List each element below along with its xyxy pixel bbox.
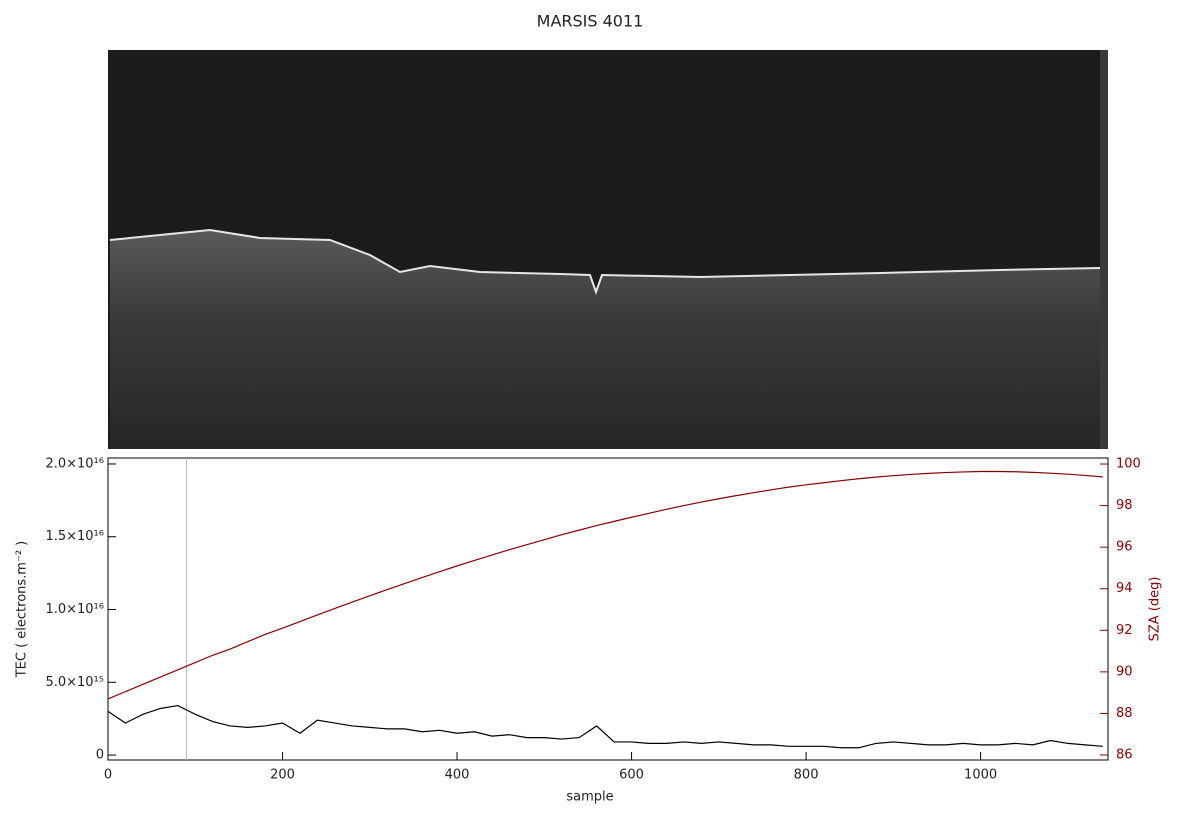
x-axis-label: sample [566,790,613,805]
y2-tick-label: 96 [1116,540,1133,555]
y2-axis-label: SZA (deg) [1148,577,1163,642]
y2-tick-label: 86 [1116,748,1133,763]
subsurface [110,230,1108,449]
plot-frame [107,457,1109,761]
y2-tick-label: 100 [1116,457,1141,472]
y-tick-label: 1.5×10¹⁶ [45,529,104,544]
data-line [107,470,1103,700]
x-tick-label: 1000 [964,768,997,783]
chart-title: MARSIS 4011 [537,12,644,31]
surface-echo [109,228,1101,296]
x-tick-label: 800 [794,768,819,783]
x-tick-label: 600 [619,768,644,783]
y-tick-label: 0 [96,748,104,763]
x-tick-label: 0 [104,768,112,783]
radargram [108,50,1108,449]
x-tick-label: 200 [270,768,295,783]
y-tick-label: 5.0×10¹⁵ [45,675,104,690]
y-tick-label: 1.0×10¹⁶ [45,602,104,617]
y-axis-label: TEC ( electrons.m⁻² ) [15,541,30,679]
y2-tick-label: 90 [1116,664,1133,679]
x-tick-label: 400 [445,768,470,783]
radargram-edge [1100,50,1108,449]
y2-tick-label: 94 [1116,581,1133,596]
y2-tick-label: 88 [1116,706,1133,721]
y-tick-label: 2.0×10¹⁶ [45,456,104,471]
y2-tick-label: 92 [1116,623,1133,638]
data-line [107,704,1103,749]
y2-tick-label: 98 [1116,498,1133,513]
